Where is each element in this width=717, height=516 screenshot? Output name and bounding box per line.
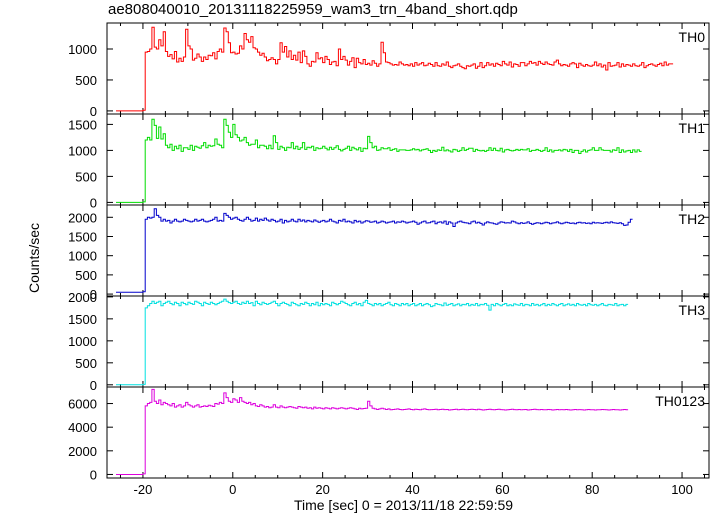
y-tick-label: 1000 xyxy=(68,334,97,349)
y-tick-label: 2000 xyxy=(68,210,97,225)
x-tick-label: 20 xyxy=(315,482,329,497)
y-tick-label: 1500 xyxy=(68,312,97,327)
panel-frame xyxy=(106,204,710,297)
y-tick-label: 1000 xyxy=(68,143,97,158)
x-tick-label: 0 xyxy=(229,482,236,497)
y-tick-label: 1500 xyxy=(68,117,97,132)
y-axis-label: Counts/sec xyxy=(26,222,42,294)
panel-label: TH3 xyxy=(679,302,706,318)
y-tick-label: 500 xyxy=(75,169,97,184)
x-tick-label: -20 xyxy=(134,482,153,497)
panel-label: TH0123 xyxy=(655,393,705,409)
y-tick-label: 0 xyxy=(90,467,97,482)
x-tick-label: 40 xyxy=(405,482,419,497)
series-line-th0 xyxy=(116,26,674,112)
chart-title: ae808040010_20131118225959_wam3_trn_4ban… xyxy=(108,1,518,18)
x-axis-label: Time [sec] 0 = 2013/11/18 22:59:59 xyxy=(293,497,514,513)
series-line-th0123 xyxy=(116,388,629,475)
series-line-th2 xyxy=(116,208,633,293)
x-tick-label: 80 xyxy=(585,482,599,497)
x-tick-label: 60 xyxy=(495,482,509,497)
series-line-th1 xyxy=(116,118,642,203)
y-tick-label: 0 xyxy=(90,287,97,302)
panel-frame xyxy=(106,113,710,206)
y-tick-label: 1500 xyxy=(68,229,97,244)
y-tick-label: 0 xyxy=(90,195,97,210)
panel-label: TH0 xyxy=(679,29,706,45)
x-tick-label: 100 xyxy=(671,482,693,497)
y-tick-label: 0 xyxy=(90,104,97,119)
y-tick-label: 1000 xyxy=(68,42,97,57)
panel-frame xyxy=(106,386,710,479)
y-tick-label: 1000 xyxy=(68,249,97,264)
y-tick-label: 6000 xyxy=(68,397,97,412)
y-tick-label: 500 xyxy=(75,73,97,88)
y-tick-label: 500 xyxy=(75,356,97,371)
y-tick-label: 4000 xyxy=(68,420,97,435)
y-tick-label: 0 xyxy=(90,378,97,393)
series-line-th3 xyxy=(116,298,629,386)
panel-label: TH2 xyxy=(679,211,706,227)
y-tick-label: 2000 xyxy=(68,290,97,305)
y-tick-label: 2000 xyxy=(68,444,97,459)
y-tick-label: 500 xyxy=(75,268,97,283)
panel-frame xyxy=(106,22,710,115)
panel-frame xyxy=(106,295,710,388)
panel-label: TH1 xyxy=(679,120,706,136)
